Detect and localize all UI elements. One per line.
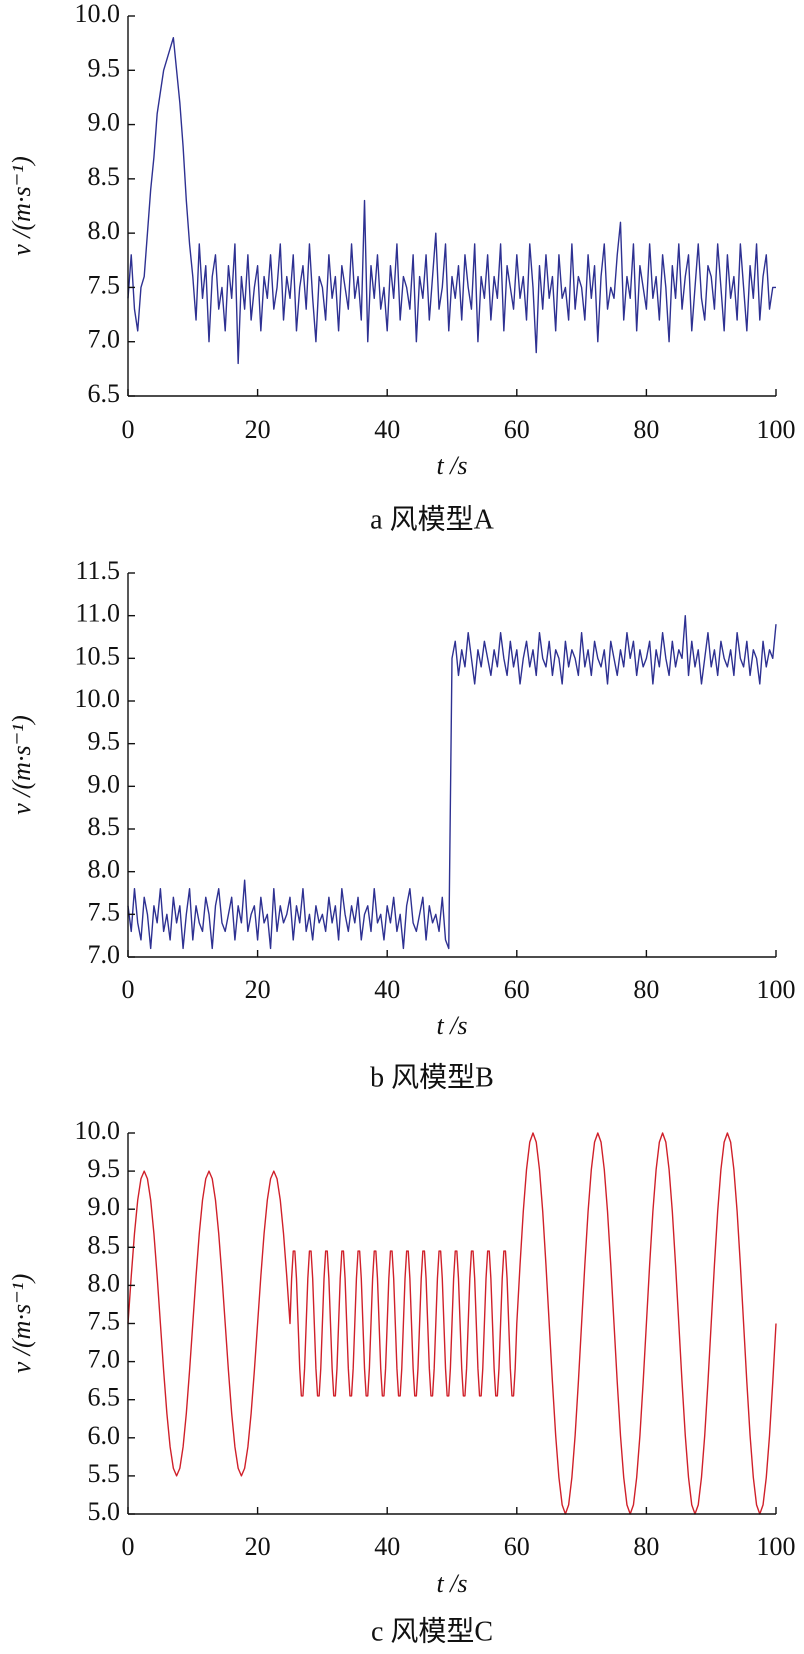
data-line: [127, 1132, 777, 1515]
x-tick-label: 40: [374, 415, 400, 444]
y-tick-label: 8.5: [88, 812, 121, 841]
y-tick-label: 10.0: [75, 0, 121, 28]
x-tick-label: 80: [633, 415, 659, 444]
x-tick-label: 20: [245, 975, 271, 1004]
caption: a 风模型A: [370, 503, 494, 535]
x-axis-label: t /s: [436, 451, 467, 480]
y-tick-label: 9.0: [88, 769, 121, 798]
x-tick-label: 40: [374, 1532, 400, 1561]
y-tick-label: 10.0: [75, 1116, 121, 1145]
y-tick-label: 6.5: [88, 1383, 121, 1412]
caption: c 风模型C: [371, 1615, 493, 1647]
y-tick-label: 5.0: [88, 1497, 121, 1526]
y-tick-label: 8.5: [88, 162, 121, 191]
data-line: [127, 37, 776, 365]
y-tick-label: 9.0: [88, 108, 121, 137]
y-axis-label: v /(m·s⁻¹): [7, 1274, 36, 1374]
y-tick-label: 11.0: [75, 599, 120, 628]
y-tick-label: 7.0: [88, 940, 121, 969]
y-tick-label: 7.5: [88, 1306, 121, 1335]
x-tick-label: 0: [122, 1532, 135, 1561]
x-axis-label: t /s: [436, 1569, 467, 1598]
caption: b 风模型B: [370, 1061, 494, 1093]
y-tick-label: 6.0: [88, 1421, 121, 1450]
x-tick-label: 0: [122, 975, 135, 1004]
y-tick-label: 10.0: [75, 684, 121, 713]
y-tick-label: 8.5: [88, 1230, 121, 1259]
x-tick-label: 60: [504, 975, 530, 1004]
y-tick-label: 9.0: [88, 1192, 121, 1221]
x-tick-label: 100: [757, 1532, 796, 1561]
x-axis-label: t /s: [436, 1011, 467, 1040]
y-axis-label: v /(m·s⁻¹): [7, 156, 36, 256]
x-tick-label: 80: [633, 1532, 659, 1561]
y-tick-label: 7.0: [88, 1345, 121, 1374]
y-tick-label: 9.5: [88, 53, 121, 82]
x-tick-label: 20: [245, 415, 271, 444]
x-tick-label: 60: [504, 415, 530, 444]
y-tick-label: 7.5: [88, 897, 121, 926]
y-tick-label: 6.5: [88, 379, 121, 408]
x-tick-label: 20: [245, 1532, 271, 1561]
x-tick-label: 0: [122, 415, 135, 444]
y-tick-label: 8.0: [88, 855, 121, 884]
x-tick-label: 60: [504, 1532, 530, 1561]
y-tick-label: 7.5: [88, 270, 121, 299]
y-tick-label: 8.0: [88, 1268, 121, 1297]
y-tick-label: 7.0: [88, 325, 121, 354]
y-tick-label: 5.5: [88, 1459, 121, 1488]
x-tick-label: 100: [757, 415, 796, 444]
y-tick-label: 8.0: [88, 216, 121, 245]
y-tick-label: 9.5: [88, 1154, 121, 1183]
data-line: [127, 614, 777, 950]
y-tick-label: 9.5: [88, 727, 121, 756]
y-tick-label: 10.5: [75, 641, 121, 670]
x-tick-label: 40: [374, 975, 400, 1004]
y-axis-label: v /(m·s⁻¹): [7, 715, 36, 815]
x-tick-label: 100: [757, 975, 796, 1004]
x-tick-label: 80: [633, 975, 659, 1004]
y-tick-label: 11.5: [75, 556, 120, 585]
